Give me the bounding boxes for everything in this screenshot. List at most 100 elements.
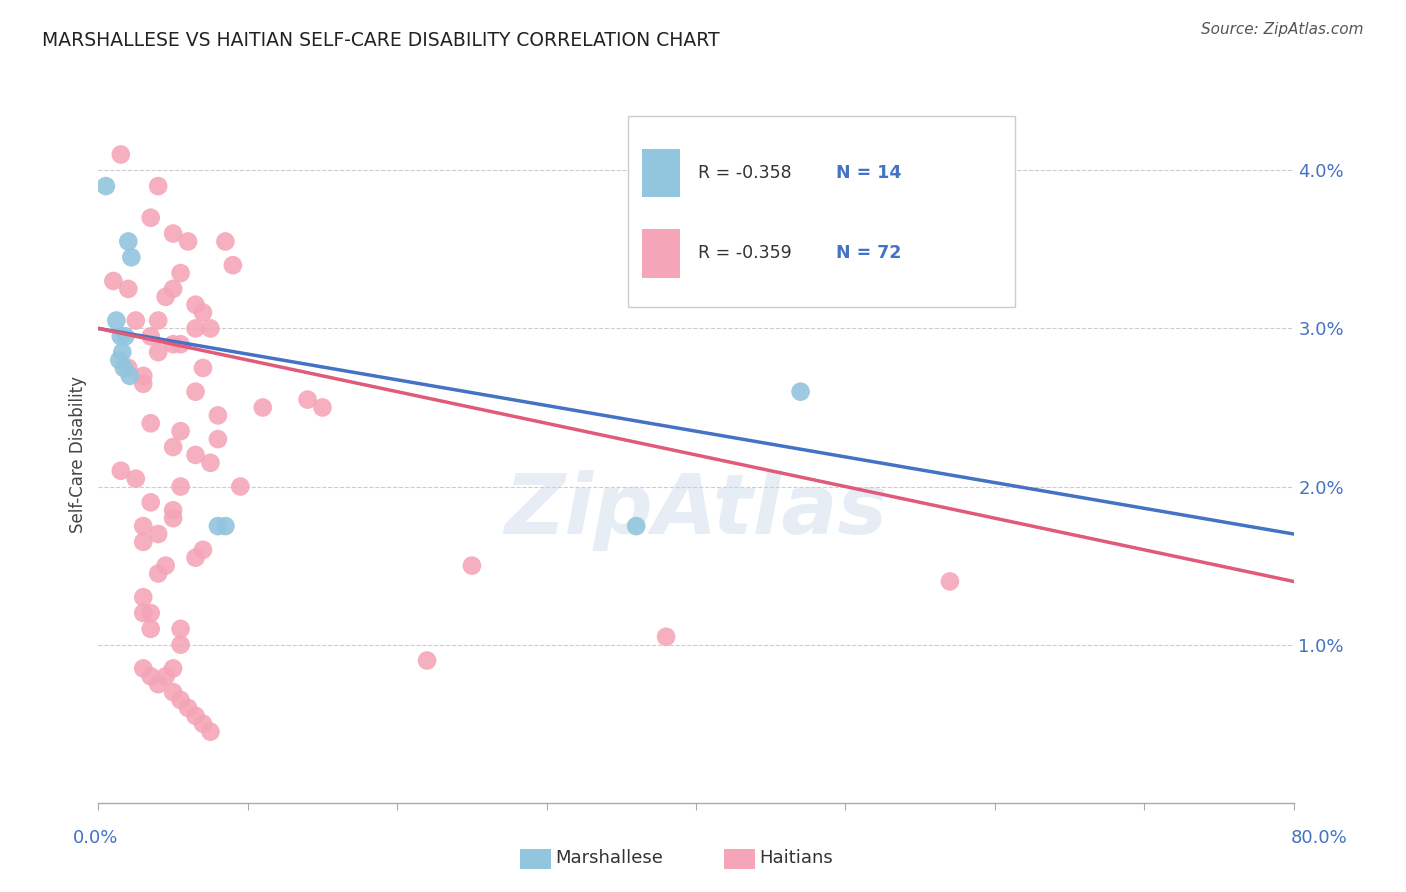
Point — [184, 448, 207, 462]
Point — [191, 360, 214, 375]
Point — [148, 677, 170, 691]
Text: R = -0.359: R = -0.359 — [699, 244, 792, 262]
Point — [191, 716, 214, 731]
Point — [148, 527, 170, 541]
Point — [207, 432, 229, 446]
Point — [108, 353, 131, 368]
Text: N = 14: N = 14 — [835, 164, 901, 182]
Point — [118, 368, 141, 383]
Point — [184, 708, 207, 723]
Point — [132, 661, 155, 675]
Point — [252, 401, 274, 415]
Point — [200, 456, 222, 470]
Point — [200, 724, 222, 739]
Point — [139, 622, 162, 636]
Point — [789, 384, 811, 399]
Point — [655, 630, 678, 644]
Point — [132, 368, 155, 383]
Point — [103, 274, 125, 288]
Point — [125, 472, 148, 486]
Point — [162, 511, 184, 525]
Text: N = 72: N = 72 — [835, 244, 901, 262]
Point — [162, 503, 184, 517]
Point — [112, 360, 135, 375]
Point — [169, 266, 191, 280]
Point — [184, 384, 207, 399]
Point — [155, 558, 177, 573]
Point — [177, 235, 200, 249]
Point — [114, 329, 136, 343]
Point — [117, 282, 139, 296]
Point — [184, 298, 207, 312]
Point — [139, 211, 162, 225]
Point — [139, 606, 162, 620]
Point — [148, 566, 170, 581]
Point — [105, 313, 128, 327]
Point — [169, 693, 191, 707]
Bar — [643, 149, 681, 197]
Point — [207, 519, 229, 533]
Point — [148, 345, 170, 359]
Text: Source: ZipAtlas.com: Source: ZipAtlas.com — [1201, 22, 1364, 37]
Text: R = -0.358: R = -0.358 — [699, 164, 792, 182]
Point — [110, 147, 132, 161]
Point — [132, 376, 155, 391]
Point — [214, 235, 236, 249]
Point — [120, 250, 142, 264]
Point — [297, 392, 319, 407]
Point — [214, 519, 236, 533]
Point — [184, 321, 207, 335]
Text: MARSHALLESE VS HAITIAN SELF-CARE DISABILITY CORRELATION CHART: MARSHALLESE VS HAITIAN SELF-CARE DISABIL… — [42, 31, 720, 50]
Point — [162, 440, 184, 454]
Point — [155, 669, 177, 683]
Point — [139, 417, 162, 431]
Point — [207, 409, 229, 423]
Text: Marshallese: Marshallese — [555, 849, 664, 867]
Point — [132, 591, 155, 605]
Point — [110, 329, 132, 343]
Point — [162, 685, 184, 699]
Point — [939, 574, 962, 589]
Bar — [643, 229, 681, 277]
Point — [132, 534, 155, 549]
Point — [132, 606, 155, 620]
Y-axis label: Self-Care Disability: Self-Care Disability — [69, 376, 87, 533]
Text: 80.0%: 80.0% — [1291, 829, 1347, 847]
Point — [184, 550, 207, 565]
Point — [148, 179, 170, 194]
Point — [139, 495, 162, 509]
Point — [191, 305, 214, 319]
Point — [624, 519, 647, 533]
Point — [162, 337, 184, 351]
Point — [311, 401, 333, 415]
Point — [191, 542, 214, 557]
Point — [200, 321, 222, 335]
Point — [111, 345, 134, 359]
Point — [125, 313, 148, 327]
Point — [139, 329, 162, 343]
Point — [169, 424, 191, 438]
Point — [148, 313, 170, 327]
Point — [169, 337, 191, 351]
Point — [169, 638, 191, 652]
Point — [94, 179, 117, 194]
Point — [169, 622, 191, 636]
Text: 0.0%: 0.0% — [73, 829, 118, 847]
Point — [162, 282, 184, 296]
Bar — [628, 116, 1015, 307]
Point — [110, 464, 132, 478]
Point — [222, 258, 245, 272]
Point — [416, 653, 439, 667]
Point — [229, 479, 252, 493]
Point — [132, 519, 155, 533]
Point — [117, 360, 139, 375]
Point — [169, 479, 191, 493]
Point — [461, 558, 484, 573]
Point — [162, 661, 184, 675]
Point — [139, 669, 162, 683]
Point — [155, 290, 177, 304]
Point — [162, 227, 184, 241]
Text: ZipAtlas: ZipAtlas — [505, 470, 887, 551]
Point — [177, 701, 200, 715]
Text: Haitians: Haitians — [759, 849, 832, 867]
